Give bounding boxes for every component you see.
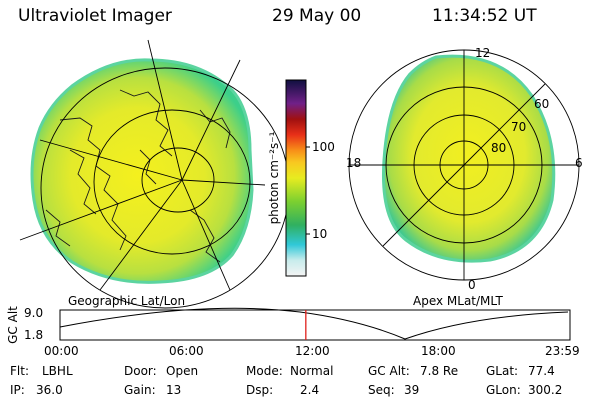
glon-label: GLon: <box>486 383 521 397</box>
polar-grid <box>348 49 580 281</box>
geo-panel-label: Geographic Lat/Lon <box>68 294 186 308</box>
mlt-label-6: 6 <box>575 156 583 170</box>
alt-axis-label: GC Alt <box>5 306 20 344</box>
mlt-label-18: 18 <box>346 156 362 170</box>
polar-panel-label: Apex MLat/MLT <box>413 294 503 308</box>
door-value: Open <box>166 364 199 378</box>
altitude-plot <box>59 307 571 341</box>
dsp-label: Dsp: <box>246 383 274 397</box>
gain-value: 13 <box>166 383 182 397</box>
time-tick-0600: 06:00 <box>169 344 204 358</box>
colorbar-tick-10: 10 <box>312 227 328 241</box>
glon-value: 300.2 <box>528 383 563 397</box>
time-tick-1800: 18:00 <box>421 344 456 358</box>
time-tick-2359: 23:59 <box>545 344 580 358</box>
time-tick-0000: 00:00 <box>44 344 79 358</box>
mode-value: Normal <box>290 364 334 378</box>
ip-value: 36.0 <box>36 383 63 397</box>
filter-value: LBHL <box>42 364 73 378</box>
colorbar-unit-label: photon cm⁻²s⁻¹ <box>267 131 281 225</box>
lat-label-60: 60 <box>534 97 550 111</box>
geographic-image-panel <box>30 58 254 284</box>
app-title: Ultraviolet Imager <box>18 6 172 26</box>
gcalt-label: GC Alt: <box>368 364 410 378</box>
mlt-label-12: 12 <box>475 46 491 60</box>
date-label: 29 May 00 <box>272 6 362 26</box>
dsp-value: 2.4 <box>300 383 320 397</box>
alt-tick-low: 1.8 <box>24 328 44 342</box>
geographic-grid <box>19 39 290 309</box>
colorbar <box>285 79 310 277</box>
lat-label-70: 70 <box>511 120 527 134</box>
time-label: 11:34:52 UT <box>432 6 537 26</box>
colorbar-tick-100: 100 <box>312 140 335 154</box>
filter-label: Flt: <box>10 364 29 378</box>
mode-label: Mode: <box>246 364 283 378</box>
seq-label: Seq: <box>368 383 395 397</box>
ip-label: IP: <box>10 383 25 397</box>
lat-label-80: 80 <box>491 141 507 155</box>
gain-label: Gain: <box>124 383 156 397</box>
polar-image-panel <box>382 54 556 263</box>
glat-value: 77.4 <box>528 364 555 378</box>
mlt-label-0: 0 <box>468 278 476 292</box>
glat-label: GLat: <box>486 364 519 378</box>
gcalt-value: 7.8 Re <box>420 364 459 378</box>
door-label: Door: <box>124 364 157 378</box>
time-tick-1200: 12:00 <box>295 344 330 358</box>
alt-tick-high: 9.0 <box>24 306 44 320</box>
seq-value: 39 <box>404 383 420 397</box>
